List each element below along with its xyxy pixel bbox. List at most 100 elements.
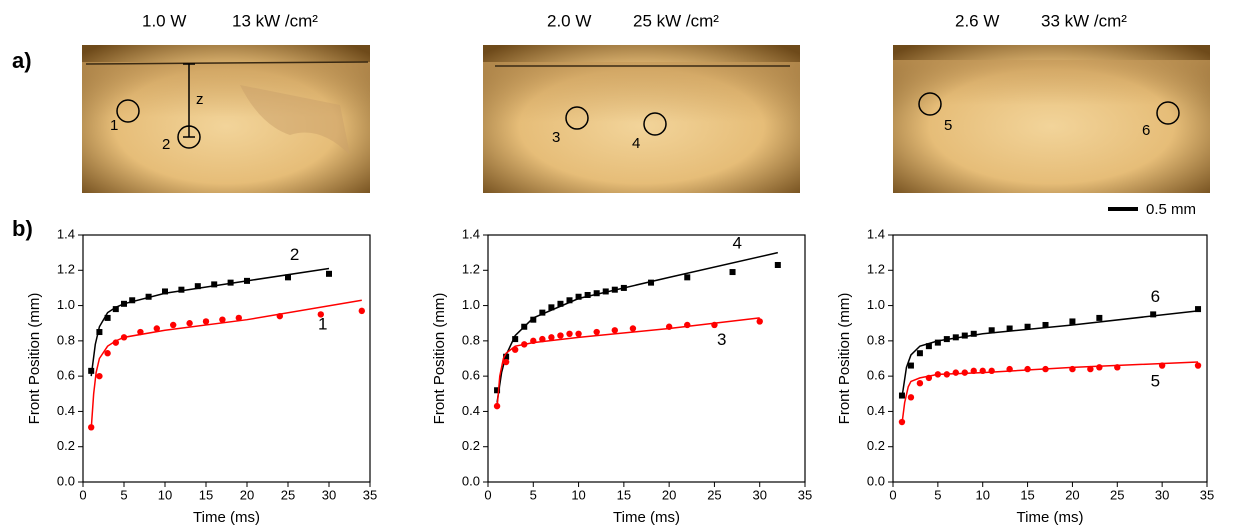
data-point xyxy=(979,367,986,375)
y-tick-label: 0.8 xyxy=(57,332,75,347)
series-label: 2 xyxy=(290,245,299,264)
data-point xyxy=(1195,306,1202,313)
y-tick-label: 0.4 xyxy=(462,403,480,418)
fit-line xyxy=(90,267,330,377)
y-tick-label: 0.8 xyxy=(867,332,885,347)
data-point xyxy=(684,274,691,281)
data-point xyxy=(539,309,546,316)
plot-frame xyxy=(487,234,806,483)
plot-frame xyxy=(82,234,371,483)
data-point xyxy=(684,321,691,329)
data-point xyxy=(137,328,144,336)
data-point xyxy=(988,367,995,375)
x-tick-label: 30 xyxy=(752,487,766,502)
x-tick-label: 0 xyxy=(79,487,86,502)
series-label: 3 xyxy=(717,330,726,349)
plot-frame xyxy=(892,234,1208,483)
x-tick-label: 5 xyxy=(120,487,127,502)
x-tick-label: 15 xyxy=(199,487,213,502)
y-tick-label: 1.4 xyxy=(462,226,480,241)
data-point xyxy=(557,300,564,307)
data-point xyxy=(530,337,537,345)
y-axis-label: Front Position (mm) xyxy=(431,293,448,425)
data-point xyxy=(178,286,185,293)
data-point xyxy=(145,293,152,300)
data-point xyxy=(629,325,637,332)
photo-intensity: 13 kW /cm² xyxy=(232,11,318,30)
data-point xyxy=(916,380,924,387)
x-tick-label: 35 xyxy=(1200,487,1214,502)
x-tick-label: 15 xyxy=(1020,487,1034,502)
y-tick-label: 0.0 xyxy=(57,473,75,488)
data-point xyxy=(219,316,226,323)
data-point xyxy=(1069,365,1076,373)
data-point xyxy=(186,320,193,327)
data-point xyxy=(1042,321,1049,328)
x-axis-label: Time (ms) xyxy=(193,509,260,526)
x-axis-label: Time (ms) xyxy=(613,509,680,526)
data-point xyxy=(648,279,655,286)
data-point xyxy=(1096,364,1103,371)
data-point xyxy=(1114,364,1121,371)
data-point xyxy=(575,330,582,337)
photo: 2.0 W 25 kW /cm² 3 4 xyxy=(483,11,800,193)
y-tick-label: 1.4 xyxy=(57,226,75,241)
data-point xyxy=(129,297,136,304)
data-point xyxy=(276,312,283,320)
marker-label: 6 xyxy=(1142,122,1150,139)
data-point xyxy=(1194,362,1202,369)
data-point xyxy=(104,350,111,357)
photo-intensity: 25 kW /cm² xyxy=(633,11,719,30)
x-tick-label: 5 xyxy=(934,487,941,502)
data-point xyxy=(1158,362,1166,369)
data-point xyxy=(227,279,234,286)
data-point xyxy=(593,290,600,297)
x-tick-label: 10 xyxy=(975,487,989,502)
series-label: 4 xyxy=(733,233,742,252)
data-point xyxy=(502,358,510,366)
data-point xyxy=(566,297,573,304)
x-tick-label: 10 xyxy=(158,487,172,502)
y-tick-label: 1.2 xyxy=(57,262,75,277)
photo-power: 2.0 W xyxy=(547,11,591,30)
x-tick-label: 20 xyxy=(662,487,676,502)
photo-power: 1.0 W xyxy=(142,11,186,30)
data-point xyxy=(620,284,627,291)
marker-label: 2 xyxy=(162,136,170,153)
x-tick-label: 25 xyxy=(281,487,295,502)
panel-label: b) xyxy=(12,216,33,241)
marker-label: 5 xyxy=(944,117,952,134)
y-axis-label: Front Position (mm) xyxy=(836,293,853,425)
y-tick-label: 0.8 xyxy=(462,332,480,347)
data-point xyxy=(211,281,218,288)
data-point xyxy=(584,291,591,298)
data-point xyxy=(593,328,600,336)
data-point xyxy=(907,362,914,369)
data-point xyxy=(235,314,242,322)
data-point xyxy=(521,323,528,330)
x-tick-label: 25 xyxy=(707,487,721,502)
x-tick-label: 10 xyxy=(571,487,585,502)
data-point xyxy=(665,323,673,330)
data-point xyxy=(511,346,519,353)
data-point xyxy=(112,339,120,346)
y-tick-label: 0.2 xyxy=(462,438,480,453)
data-point xyxy=(548,334,555,341)
data-point xyxy=(557,332,564,339)
y-tick-label: 0.2 xyxy=(57,438,75,453)
marker-label: 1 xyxy=(110,117,118,134)
data-point xyxy=(317,311,324,318)
y-tick-label: 0.6 xyxy=(462,368,480,383)
data-point xyxy=(162,288,168,295)
x-tick-label: 35 xyxy=(798,487,812,502)
y-tick-label: 1.0 xyxy=(462,297,480,312)
data-point xyxy=(494,387,501,394)
y-tick-label: 1.4 xyxy=(867,226,885,241)
y-tick-label: 0.0 xyxy=(462,473,480,488)
data-point xyxy=(898,418,906,426)
panel-label: a) xyxy=(12,48,32,73)
data-point xyxy=(566,330,573,337)
data-point xyxy=(898,392,905,399)
data-point xyxy=(1024,323,1031,330)
x-tick-label: 30 xyxy=(322,487,336,502)
